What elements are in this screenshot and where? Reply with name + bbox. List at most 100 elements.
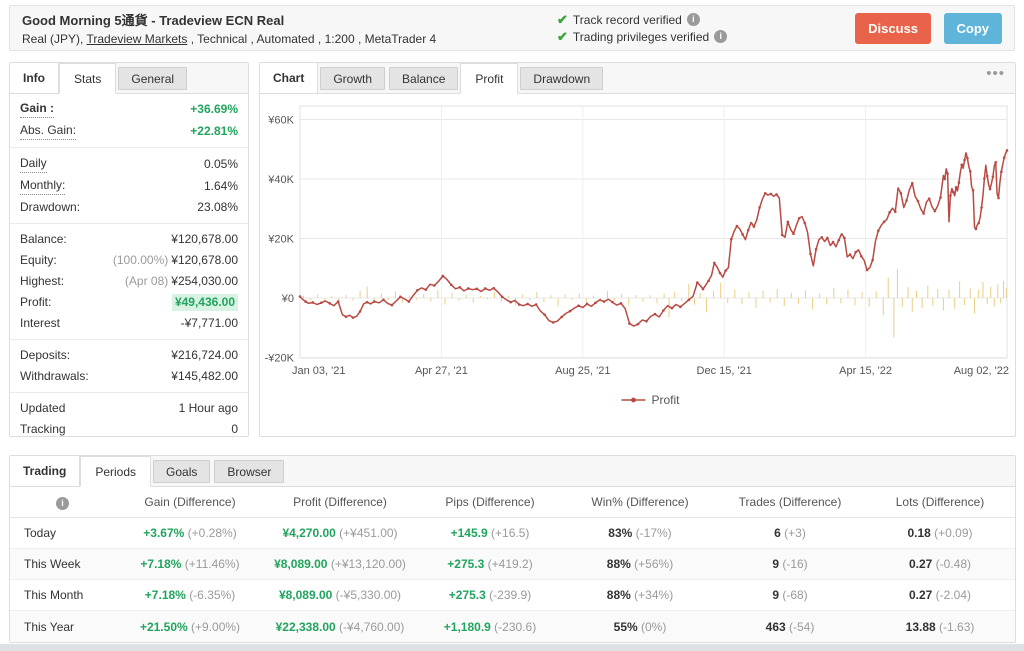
stat-label: Balance: [20, 232, 67, 246]
account-header: Good Morning 5通貨 - Tradeview ECN Real Re… [9, 5, 1015, 51]
stat-value-main: ¥120,678.00 [171, 253, 238, 267]
stat-value-note: (Apr 08) [124, 274, 169, 288]
stat-value-main: ¥254,030.00 [171, 274, 238, 288]
svg-text:¥40K: ¥40K [267, 174, 294, 186]
info-icon[interactable]: i [714, 30, 728, 43]
lots-value: 0.18 [907, 526, 931, 540]
tab-chart[interactable]: Chart [260, 63, 319, 93]
tab-trading[interactable]: Trading [10, 456, 81, 486]
win-value: 88% [606, 557, 631, 571]
stat-label: Highest: [20, 274, 65, 288]
tab-general[interactable]: General [118, 67, 188, 90]
stat-label: Tracking [20, 422, 66, 436]
col-lots: Lots (Difference) [895, 495, 985, 509]
stat-label: Daily [20, 155, 47, 173]
pips-value: +275.3 [448, 588, 486, 602]
win-diff: (+56%) [634, 557, 674, 571]
col-profit: Profit (Difference) [293, 495, 387, 509]
profit-diff: (-¥5,330.00) [335, 588, 402, 602]
svg-text:Apr 27, '21: Apr 27, '21 [415, 365, 468, 377]
tab-profit[interactable]: Profit [460, 63, 519, 94]
svg-text:Dec 15, '21: Dec 15, '21 [697, 365, 752, 377]
tab-goals[interactable]: Goals [153, 460, 211, 483]
table-row-this-year: This Year +21.50% (+9.00%) ¥22,338.00 (-… [10, 611, 1015, 642]
lots-value: 0.27 [908, 588, 933, 602]
win-value: 88% [606, 588, 631, 602]
lots-diff: (-1.63) [939, 619, 975, 634]
lots-diff: (-0.48) [935, 557, 972, 571]
svg-text:Jan 03, '21: Jan 03, '21 [292, 365, 345, 377]
track-record-verified: ✔ Track record verified i [557, 12, 847, 28]
stat-value: 0 [231, 422, 238, 436]
win-value: 55% [613, 619, 638, 634]
win-diff: (0%) [641, 619, 667, 634]
stat-row-equity: Equity: (100.00%) ¥120,678.00 [10, 250, 248, 271]
trades-diff: (-68) [782, 588, 808, 602]
profit-diff: (+¥13,120.00) [330, 557, 406, 571]
profit-chart: ¥60K ¥40K ¥20K ¥0 -¥20K Jan 03, '21 Apr 27, '2… [260, 94, 1015, 437]
trades-diff: (+3) [784, 526, 806, 540]
tab-info[interactable]: Info [10, 63, 59, 93]
stat-label: Abs. Gain: [20, 122, 77, 140]
trading-privileges-verified: ✔ Trading privileges verified i [557, 29, 847, 45]
info-icon[interactable]: i [686, 13, 700, 26]
chart-menu-icon[interactable]: ••• [986, 65, 1005, 82]
broker-link[interactable]: Tradeview Markets [86, 32, 188, 46]
info-icon[interactable]: i [56, 496, 69, 510]
stat-value: (100.00%) ¥120,678.00 [113, 252, 238, 269]
tab-growth[interactable]: Growth [320, 67, 386, 90]
tab-browser[interactable]: Browser [214, 460, 285, 483]
divider [10, 223, 248, 224]
svg-text:¥0: ¥0 [281, 293, 294, 305]
tab-stats[interactable]: Stats [59, 63, 117, 94]
divider [10, 339, 248, 340]
period-label: This Month [24, 588, 84, 602]
gain-value: +7.18% [140, 557, 182, 571]
stat-label: Monthly: [20, 177, 66, 195]
trades-value: 9 [772, 588, 779, 602]
verified-label: Track record verified [572, 12, 682, 27]
tab-drawdown[interactable]: Drawdown [520, 67, 604, 90]
lots-diff: (-2.04) [935, 588, 972, 602]
stat-value: +36.69% [190, 101, 238, 116]
col-trades: Trades (Difference) [738, 495, 842, 509]
stat-value: ¥120,678.00 [171, 232, 238, 246]
table-row-this-month: This Month +7.18% (-6.35%) ¥8,089.00 (-¥… [10, 580, 1015, 611]
win-diff: (+34%) [634, 588, 674, 602]
periods-table-header: i Gain (Difference) Profit (Difference) … [10, 487, 1015, 518]
tab-balance[interactable]: Balance [389, 67, 459, 90]
tab-periods[interactable]: Periods [80, 456, 152, 487]
pips-diff: (-239.9) [489, 588, 532, 602]
stat-value: 0.05% [203, 156, 238, 171]
pips-value: +145.9 [450, 526, 488, 540]
stat-row-tracking: Tracking 0 [10, 419, 248, 440]
table-row-today: Today +3.67% (+0.28%) ¥4,270.00 (+¥451.0… [10, 518, 1015, 549]
svg-text:Profit: Profit [652, 393, 681, 407]
stat-row-abs-gain: Abs. Gain: +22.81% [10, 120, 248, 142]
divider [10, 392, 248, 393]
lots-value: 0.27 [908, 557, 933, 571]
stat-label: Updated [20, 401, 66, 415]
page-title: Good Morning 5通貨 - Tradeview ECN Real [22, 13, 285, 28]
check-icon: ✔ [557, 28, 568, 44]
stat-value: +22.81% [190, 123, 238, 138]
period-label: Today [24, 526, 57, 540]
stat-label: Withdrawals: [20, 369, 89, 383]
trades-value: 463 [765, 619, 786, 634]
account-info: Good Morning 5通貨 - Tradeview ECN Real Re… [22, 10, 557, 46]
copy-button[interactable]: Copy [943, 12, 1002, 44]
stat-label: Profit: [20, 295, 52, 309]
chart-tabbar: Chart Growth Balance Profit Drawdown ••• [260, 63, 1015, 94]
period-label: This Week [24, 557, 81, 571]
stats-tabbar: Info Stats General [10, 63, 248, 94]
discuss-button[interactable]: Discuss [855, 12, 932, 44]
col-pips: Pips (Difference) [445, 495, 535, 509]
pips-diff: (+16.5) [491, 526, 530, 540]
stat-value: -¥7,771.00 [180, 316, 238, 330]
header-actions: Discuss Copy [847, 12, 1002, 44]
trades-value: 9 [772, 557, 779, 571]
col-win: Win% (Difference) [591, 495, 689, 509]
lots-diff: (+0.09) [934, 526, 973, 540]
stat-value: 1 Hour ago [178, 401, 238, 415]
